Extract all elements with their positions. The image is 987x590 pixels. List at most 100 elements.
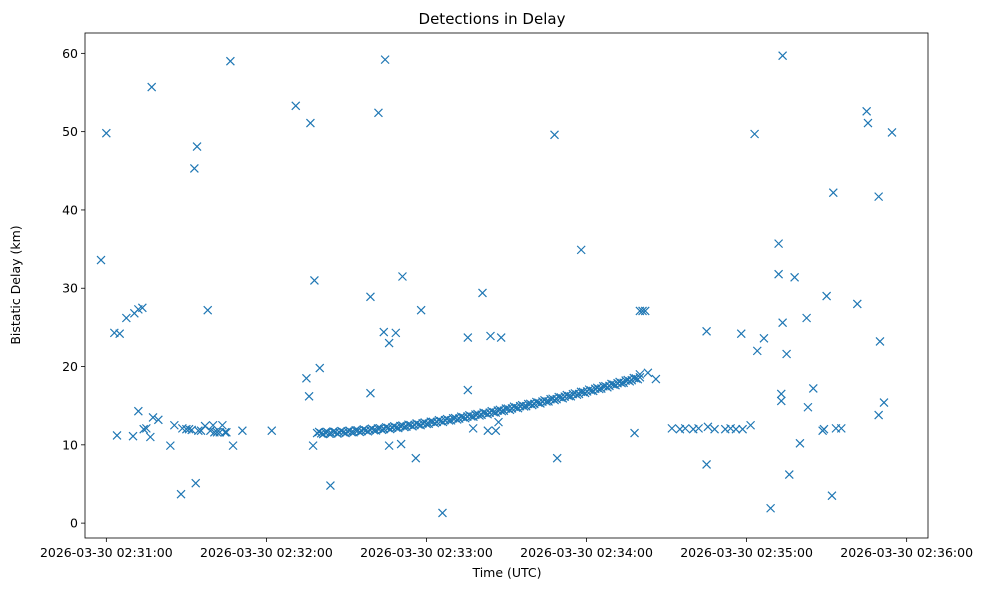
data-point — [778, 51, 788, 61]
data-point — [496, 333, 506, 342]
data-point — [411, 453, 421, 463]
data-point — [617, 378, 627, 388]
data-point — [468, 423, 478, 433]
data-point — [301, 373, 311, 383]
data-point — [776, 396, 786, 406]
plot-frame — [84, 32, 929, 539]
data-point — [355, 427, 365, 437]
x-tick-label: 2026-03-30 02:34:00 — [520, 545, 653, 560]
data-point — [822, 291, 832, 301]
data-point — [309, 275, 319, 285]
data-point — [784, 470, 794, 480]
y-tick-label: 0 — [70, 516, 78, 531]
data-point — [731, 424, 741, 434]
data-point — [635, 372, 645, 382]
data-point — [874, 410, 884, 420]
data-point — [527, 400, 537, 410]
x-tick-label: 2026-03-30 02:31:00 — [40, 545, 173, 560]
data-point — [475, 411, 484, 420]
x-tick-label: 2026-03-30 02:35:00 — [680, 545, 813, 560]
data-point — [133, 406, 143, 416]
data-point — [101, 128, 111, 138]
data-point — [702, 459, 712, 469]
data-point — [594, 384, 604, 394]
data-point — [391, 328, 401, 338]
data-point — [776, 389, 786, 399]
data-point — [115, 329, 125, 339]
data-point — [189, 164, 199, 173]
data-point — [121, 313, 131, 323]
data-point — [203, 305, 213, 315]
data-point — [746, 420, 756, 430]
data-point — [738, 424, 748, 434]
data-point — [803, 402, 813, 412]
y-axis-label: Bistatic Delay (km) — [8, 225, 23, 344]
data-point — [782, 349, 792, 359]
data-point — [774, 239, 784, 249]
data-point — [380, 55, 390, 65]
data-point — [438, 508, 447, 518]
data-point — [153, 415, 163, 425]
data-point — [750, 129, 760, 139]
data-point — [651, 374, 661, 384]
data-point — [752, 346, 762, 356]
data-point — [542, 396, 551, 406]
data-point — [169, 420, 179, 430]
data-point — [291, 101, 301, 111]
data-point — [305, 118, 315, 128]
data-point — [550, 395, 560, 405]
data-point — [552, 453, 562, 463]
y-tick-label: 50 — [62, 124, 78, 139]
data-point — [366, 292, 375, 302]
data-point — [128, 431, 138, 441]
data-point — [326, 481, 335, 490]
data-point — [862, 106, 872, 116]
y-tick-label: 10 — [62, 437, 78, 452]
data-point — [184, 424, 194, 434]
data-point — [112, 431, 122, 440]
data-point — [237, 426, 247, 436]
data-point — [212, 427, 222, 437]
data-point — [165, 441, 175, 451]
data-point — [736, 329, 746, 339]
data-point — [778, 318, 788, 328]
data-point — [366, 388, 375, 398]
plot-area — [96, 51, 897, 518]
y-axis: 0 10 20 30 40 50 60 — [62, 46, 85, 531]
data-point — [491, 426, 501, 436]
data-point — [141, 423, 151, 433]
data-point — [667, 423, 677, 433]
data-point — [193, 426, 203, 436]
data-point — [225, 56, 235, 66]
data-point — [220, 427, 230, 437]
data-point — [494, 417, 503, 427]
data-point — [463, 333, 473, 342]
data-point — [795, 438, 805, 448]
data-point — [766, 503, 776, 513]
x-tick-label: 2026-03-30 02:32:00 — [200, 545, 333, 560]
data-point — [96, 255, 106, 265]
data-point — [759, 333, 769, 343]
data-point — [863, 118, 873, 128]
data-point — [148, 413, 158, 422]
data-point — [572, 390, 582, 400]
data-point — [139, 424, 149, 434]
data-point — [430, 418, 440, 428]
data-point — [643, 368, 653, 378]
data-point — [422, 419, 432, 429]
data-point — [176, 489, 186, 499]
data-point — [702, 326, 712, 336]
data-point — [640, 306, 650, 316]
data-point — [137, 303, 147, 313]
data-point — [630, 428, 639, 438]
data-point — [887, 128, 897, 137]
data-point — [680, 423, 690, 433]
data-point — [384, 338, 394, 348]
data-point — [191, 478, 201, 488]
data-point — [147, 82, 157, 92]
data-point — [483, 426, 493, 436]
data-point — [808, 384, 818, 393]
data-point — [452, 415, 462, 424]
data-point — [694, 423, 704, 433]
